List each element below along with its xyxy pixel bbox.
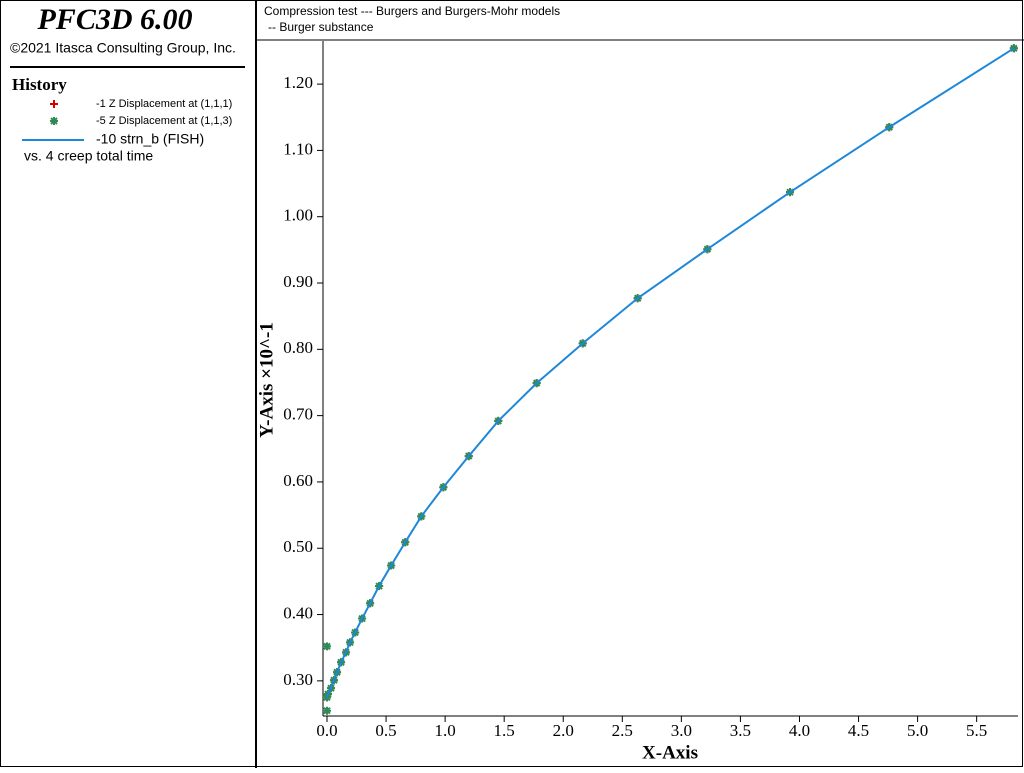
app-title: PFC3D 6.00	[36, 3, 192, 36]
x-tick-label: 4.5	[848, 721, 869, 740]
x-tick-label: 2.0	[553, 721, 574, 740]
x-tick-label: 3.5	[730, 721, 751, 740]
asterisk-marker	[323, 706, 331, 715]
y-tick-label: 0.40	[283, 603, 313, 622]
legend-label: -1 Z Displacement at (1,1,1)	[96, 98, 232, 110]
legend-label: -10 strn_b (FISH)	[96, 131, 204, 147]
legend-footer: vs. 4 creep total time	[24, 148, 153, 164]
x-tick-label: 2.5	[612, 721, 633, 740]
y-tick-label: 1.10	[283, 139, 313, 158]
x-tick-label: 1.0	[434, 721, 455, 740]
legend-label: -5 Z Displacement at (1,1,3)	[96, 115, 232, 127]
y-axis-label: Y-Axis ×10^-1	[256, 322, 277, 438]
y-tick-label: 1.20	[283, 73, 313, 92]
x-tick-label: 5.0	[907, 721, 928, 740]
chart-title: Compression test --- Burgers and Burgers…	[264, 4, 560, 18]
x-tick-label: 0.0	[316, 721, 337, 740]
asterisk-marker	[50, 117, 58, 125]
y-tick-label: 0.90	[283, 272, 313, 291]
chart-subtitle: -- Burger substance	[268, 20, 374, 34]
y-tick-label: 0.60	[283, 471, 313, 490]
y-tick-label: 0.50	[283, 537, 313, 556]
y-tick-label: 0.80	[283, 338, 313, 357]
x-tick-label: 4.0	[789, 721, 810, 740]
data-line	[326, 47, 1015, 698]
asterisk-marker	[1009, 44, 1018, 53]
plus-marker	[50, 100, 58, 108]
x-tick-label: 0.5	[375, 721, 396, 740]
asterisk-marker	[323, 642, 331, 651]
y-tick-label: 1.00	[283, 206, 313, 225]
x-axis-label: X-Axis	[642, 742, 698, 763]
y-tick-label: 0.70	[283, 405, 313, 424]
x-tick-label: 5.5	[966, 721, 987, 740]
x-tick-label: 1.5	[494, 721, 515, 740]
copyright: ©2021 Itasca Consulting Group, Inc.	[10, 40, 236, 56]
panel-title: History	[12, 75, 67, 94]
x-tick-label: 3.0	[671, 721, 692, 740]
y-tick-label: 0.30	[283, 670, 313, 689]
